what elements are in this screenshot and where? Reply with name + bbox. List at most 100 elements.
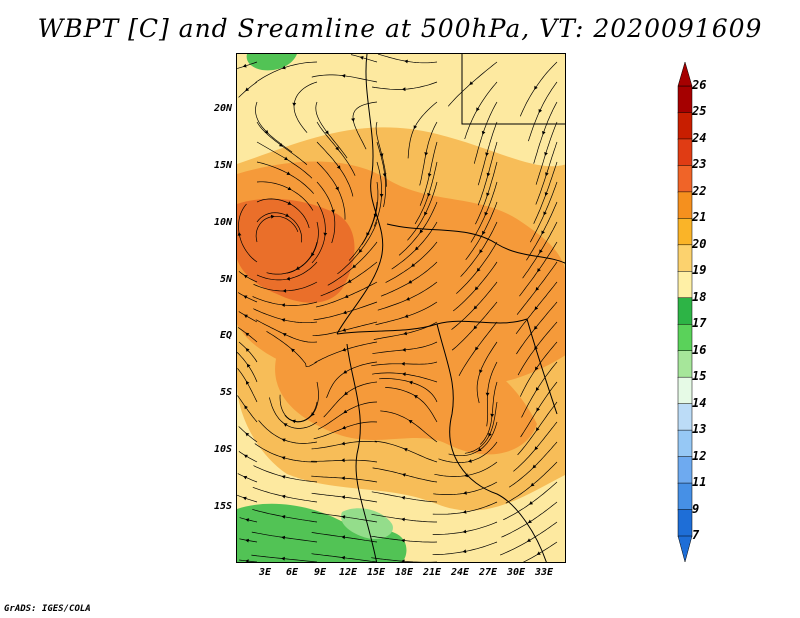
streamline-arrow	[401, 559, 405, 562]
colorbar-label: 22	[692, 183, 707, 198]
streamline-arrow	[344, 294, 349, 298]
streamline-arrow	[382, 173, 387, 177]
streamline-arrow	[245, 559, 249, 562]
streamline-arrow	[342, 425, 346, 430]
streamline-arrow	[411, 263, 416, 267]
streamline-arrow	[476, 267, 481, 272]
streamline-arrow	[281, 318, 286, 322]
streamline-arrow	[481, 130, 486, 135]
streamline-arrow	[536, 427, 540, 432]
lat-label: 5S	[219, 387, 232, 398]
streamline-arrow	[413, 125, 418, 130]
streamline-arrow	[475, 346, 479, 351]
streamline-arrow	[323, 232, 328, 237]
streamline-arrow	[403, 448, 408, 452]
streamline-arrow	[534, 325, 538, 330]
lat-label: 20N	[213, 103, 232, 114]
streamline-arrow	[413, 395, 418, 399]
border-line	[386, 223, 565, 264]
streamline-arrow	[476, 107, 480, 112]
lon-label: 15E	[366, 567, 386, 578]
colorbar-min-arrow	[677, 535, 693, 562]
streamline-arrow	[401, 473, 406, 477]
colorbar-swatch	[677, 429, 693, 458]
streamline-arrow	[358, 248, 363, 253]
streamline-arrow	[462, 549, 467, 554]
streamline-arrow	[347, 279, 352, 283]
streamline-arrow	[285, 213, 290, 217]
border-line	[436, 323, 547, 562]
colorbar-label: 16	[692, 342, 707, 357]
streamline-arrow	[544, 152, 548, 156]
streamline-arrow	[543, 211, 547, 216]
streamline-arrow	[243, 274, 248, 279]
streamline-arrow	[537, 268, 541, 273]
streamline-arrow	[286, 171, 291, 175]
streamline-arrow	[488, 432, 492, 437]
streamline-arrow	[335, 186, 339, 191]
streamline-arrow	[534, 85, 538, 90]
lon-label: 18E	[394, 567, 414, 578]
colorbar-swatch	[677, 456, 693, 484]
streamline	[237, 395, 258, 423]
streamline-arrow	[281, 456, 286, 460]
hot-region-south	[275, 351, 537, 455]
streamline-arrow	[482, 230, 486, 235]
streamline	[238, 451, 258, 463]
streamline-arrow	[474, 286, 479, 291]
streamline-arrow	[244, 405, 248, 410]
streamline-arrow	[535, 387, 540, 392]
lon-label: 9E	[313, 567, 327, 578]
streamline	[237, 473, 258, 483]
lon-label: 33E	[534, 567, 554, 578]
streamline-arrow	[539, 249, 543, 254]
lon-label: 24E	[450, 567, 470, 578]
streamline-arrow	[245, 332, 250, 337]
streamline-arrow	[544, 192, 549, 196]
streamline-arrow	[532, 464, 537, 469]
streamline-arrow	[379, 193, 384, 198]
lat-label: 10N	[213, 217, 232, 228]
streamline-arrow	[401, 517, 405, 522]
colorbar-swatch	[677, 165, 693, 193]
streamline-arrow	[242, 63, 247, 68]
streamline-arrow	[342, 328, 346, 332]
colorbar-swatch	[677, 218, 693, 246]
streamline-arrow	[245, 348, 250, 352]
streamline-arrow	[535, 366, 539, 371]
streamline-arrow	[283, 423, 288, 427]
colorbar-label: 7	[692, 528, 700, 542]
border-line	[336, 54, 384, 335]
streamline-arrow	[286, 276, 291, 281]
colorbar-label: 9	[692, 501, 700, 516]
colorbar-swatch	[677, 482, 693, 511]
streamline-arrow	[352, 264, 357, 269]
map-panel	[236, 53, 566, 563]
streamline-arrow	[242, 496, 247, 501]
colorbar-label: 24	[692, 130, 707, 145]
streamline-arrow	[473, 325, 478, 330]
streamline-arrow	[469, 81, 474, 85]
streamline	[350, 54, 378, 63]
streamline-arrow	[281, 475, 286, 479]
streamline-arrow	[477, 447, 482, 452]
colorbar-label: 17	[692, 316, 707, 331]
lon-label: 6E	[285, 567, 299, 578]
streamline-arrow	[401, 87, 406, 92]
colorbar-label: 20	[692, 236, 707, 251]
streamline-arrow	[284, 156, 289, 161]
streamline-arrow	[351, 118, 355, 122]
streamline-arrow	[287, 186, 292, 190]
streamline-arrow	[536, 551, 541, 555]
colorbar-label: 12	[692, 448, 707, 463]
streamline-arrow	[404, 314, 409, 318]
streamline-arrow	[401, 361, 405, 366]
streamline-arrow	[341, 495, 346, 500]
colorbar-swatch	[677, 323, 693, 352]
streamline-arrow	[245, 87, 250, 92]
streamline-arrow	[246, 363, 251, 368]
border-line	[461, 54, 565, 125]
streamline-arrow	[538, 109, 543, 113]
streamline-arrow	[529, 501, 533, 505]
colorbar-swatch	[677, 112, 693, 140]
